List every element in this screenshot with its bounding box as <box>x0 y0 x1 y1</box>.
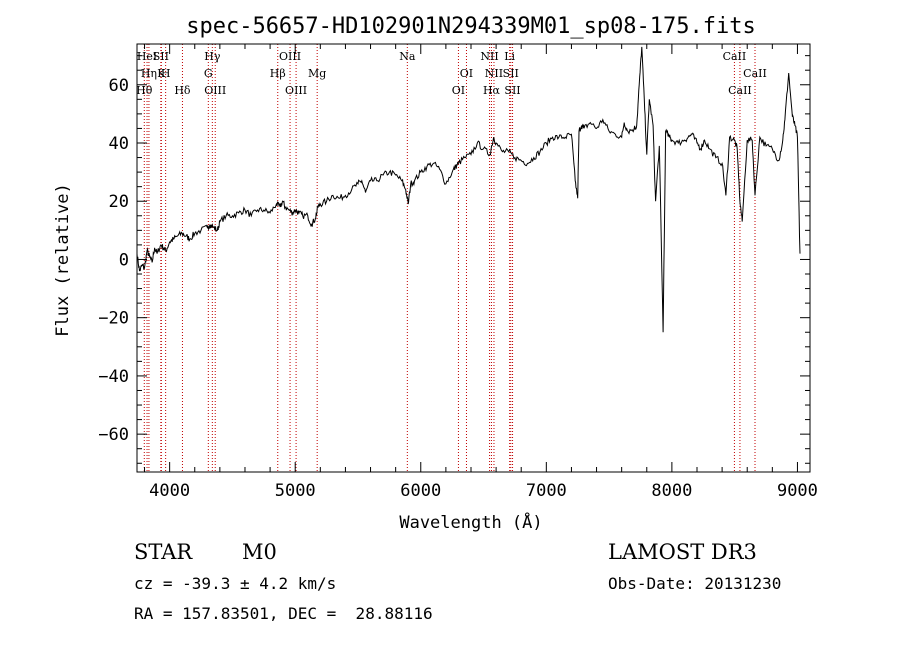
obs-date: Obs-Date: 20131230 <box>608 574 782 593</box>
spectral-line-label: SII <box>153 50 169 63</box>
spectral-line-label: SII <box>504 84 520 97</box>
redshift-cz: cz = -39.3 ± 4.2 km/s <box>134 574 337 593</box>
x-tick-label: 5000 <box>275 481 316 501</box>
x-axis-label: Wavelength (Å) <box>399 511 542 533</box>
coordinates: RA = 157.83501, DEC = 28.88116 <box>134 604 433 623</box>
y-tick-label: 0 <box>119 250 129 270</box>
spectral-line-label: G <box>204 67 213 80</box>
spectral-line-label: OI <box>452 84 465 97</box>
y-tick-label: −40 <box>98 367 129 387</box>
spectral-line-label: NII <box>485 67 503 80</box>
x-axis-ticks: 4000 5000 6000 7000 8000 9000 <box>144 44 818 501</box>
y-tick-label: 40 <box>109 134 129 154</box>
spectral-line-label: OI <box>460 67 473 80</box>
y-tick-label: 60 <box>109 76 129 96</box>
spectral-line-label: OIII <box>279 50 301 63</box>
survey-name: LAMOST DR3 <box>608 540 757 564</box>
spectral-line-label: H <box>161 67 171 80</box>
spectral-line-label: CaII <box>743 67 767 80</box>
y-axis-ticks: −60 −40 −20 0 20 40 60 <box>98 55 810 464</box>
chart-title: spec-56657-HD102901N294339M01_sp08-175.f… <box>186 14 756 39</box>
spectrum-series <box>136 46 801 333</box>
subclass: M0 <box>242 540 277 564</box>
spectral-line-label: CaII <box>728 84 752 97</box>
spectral-line-markers <box>143 44 756 472</box>
spectral-line-label: Na <box>399 50 416 63</box>
y-tick-label: −60 <box>98 425 129 445</box>
spectral-line-label: Hδ <box>174 84 191 97</box>
spectral-line-label: HeI <box>137 50 157 63</box>
spectral-line-label: SII <box>503 67 519 80</box>
y-tick-label: −20 <box>98 309 129 329</box>
spectral-line-label: Mg <box>308 67 326 80</box>
spectrum-line <box>136 46 801 333</box>
spectral-line-label: OIII <box>285 84 307 97</box>
object-type: STAR <box>134 540 193 564</box>
spectral-line-label: NII <box>480 50 498 63</box>
x-tick-label: 6000 <box>400 481 441 501</box>
y-axis-label: Flux (relative) <box>53 183 73 337</box>
plot-frame <box>136 43 811 473</box>
spectral-line-label: K <box>157 67 166 80</box>
x-tick-label: 9000 <box>777 481 818 501</box>
x-tick-label: 7000 <box>526 481 567 501</box>
spectral-line-label: Hβ <box>270 67 286 80</box>
spectral-line-label: Li <box>504 50 515 63</box>
x-tick-label: 4000 <box>149 481 190 501</box>
spectral-line-label: OIII <box>204 84 226 97</box>
spectral-line-label: Hη <box>141 67 157 80</box>
spectral-line-label: CaII <box>723 50 747 63</box>
spectral-line-label: Hγ <box>204 50 221 63</box>
x-tick-label: 8000 <box>651 481 692 501</box>
spectral-line-label: Hα <box>483 84 501 97</box>
spectral-line-label: Hθ <box>136 84 153 97</box>
y-tick-label: 20 <box>109 192 129 212</box>
